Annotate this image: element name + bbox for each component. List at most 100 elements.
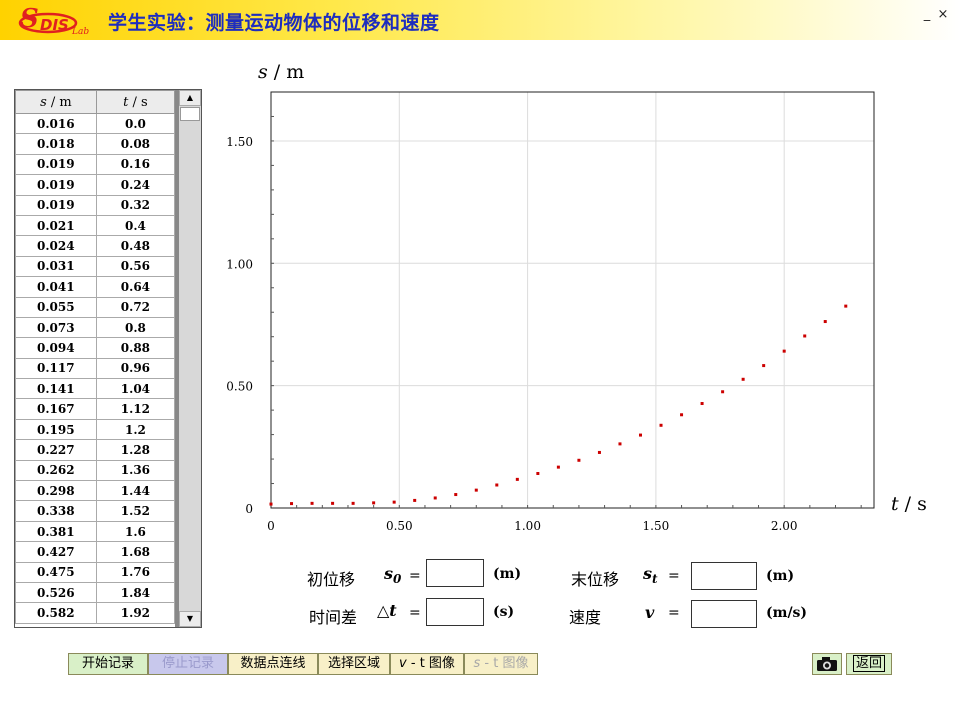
x-tick-label: 0 [267,519,275,533]
table-row: 0.021 0.4 [15,214,176,237]
vt-graph-button[interactable]: v - t 图像 [390,653,464,675]
st-graph-button[interactable]: s - t 图像 [464,653,538,675]
initial-displacement-input[interactable] [426,559,484,587]
data-point [495,483,499,487]
cell-s: 0.227 [15,439,97,461]
column-header-s: s / m [15,90,97,114]
cell-t: 1.76 [95,561,176,583]
cell-s: 0.031 [15,255,97,278]
connect-points-button[interactable]: 数据点连线 [228,653,318,675]
data-point [310,501,314,505]
final-displacement-input[interactable] [691,562,757,590]
data-point [372,501,376,505]
final-displacement-unit: (m) [766,568,795,584]
table-row: 0.195 1.2 [15,418,176,441]
data-point [433,496,437,500]
close-button[interactable]: × [937,7,949,22]
select-region-button[interactable]: 选择区域 [318,653,390,675]
camera-button[interactable] [812,653,842,675]
chart-minor-ticks [271,115,862,508]
cell-t: 1.36 [95,459,176,482]
table-row: 0.031 0.56 [15,255,176,278]
cell-t: 0.96 [95,357,176,380]
equals-sign: = [409,605,421,621]
app-title: 学生实验：测量运动物体的位移和速度 [108,12,440,34]
stop-recording-button[interactable]: 停止记录 [148,653,228,675]
table-header-row: s / m t / s [15,90,176,114]
speed-symbol: v [645,603,655,622]
data-point [392,500,396,504]
data-table-panel: s / m t / s 0.016 0.0 0.018 0.08 0.019 0.16 0.… [14,89,202,628]
data-point [721,390,725,394]
time-difference-symbol: △t [377,601,397,620]
final-displacement-label: 末位移 [571,570,620,589]
scroll-thumb[interactable] [180,107,200,121]
camera-icon [817,657,837,671]
y-axis-title: s / m [258,61,304,83]
data-point [577,458,581,462]
data-point [515,477,519,481]
table-row: 0.016 0.0 [15,112,176,135]
equals-sign: = [668,605,680,621]
data-point [556,465,560,469]
speed-unit: (m/s) [766,605,808,621]
cell-s: 0.019 [15,153,97,176]
table-row: 0.475 1.76 [15,561,176,583]
table-row: 0.526 1.84 [15,581,176,604]
time-difference-input[interactable] [426,598,484,626]
svg-text:S: S [20,4,39,34]
cell-t: 0.16 [95,153,176,176]
data-point [536,471,540,475]
y-tick-label: 1.00 [226,257,253,271]
data-point [700,402,704,406]
cell-t: 1.6 [95,520,176,543]
table-scrollbar[interactable]: ▲ ▼ [179,90,201,627]
equals-sign: = [668,568,680,584]
chart-tick-labels: 0 0.50 1.00 1.50 2.00 0 0.50 1.00 1.50 [226,135,797,533]
data-table: s / m t / s 0.016 0.0 0.018 0.08 0.019 0.16 0.… [15,90,176,624]
table-row: 0.582 1.92 [15,602,176,624]
svg-text:DIS: DIS [40,16,69,34]
y-tick-label: 0 [245,502,253,516]
cell-t: 1.84 [95,581,176,604]
cell-t: 1.92 [95,602,176,624]
cell-t: 0.0 [95,112,176,135]
speed-input[interactable] [691,600,757,628]
cell-s: 0.582 [15,602,97,624]
data-point [659,423,663,427]
table-row: 0.427 1.68 [15,541,176,563]
table-divider [175,90,179,627]
st-chart: 0 0.50 1.00 1.50 2.00 0 0.50 1.00 1.50 s / m t /… [226,61,927,533]
scroll-down-icon[interactable]: ▼ [179,611,201,627]
title-bar: S DIS Lab 学生实验：测量运动物体的位移和速度 _ × [0,0,960,40]
cell-t: 0.32 [95,194,176,216]
table-row: 0.055 0.72 [15,296,176,318]
x-axis-title: t / s [891,493,927,515]
data-point [638,433,642,437]
data-point [823,320,827,324]
time-difference-label: 时间差 [309,608,358,627]
initial-displacement-label: 初位移 [307,570,356,589]
data-point [597,450,601,454]
cell-s: 0.338 [15,500,97,522]
data-point [618,442,622,446]
x-tick-label: 1.50 [643,519,670,533]
equals-sign: = [409,568,421,584]
initial-displacement-unit: (m) [493,566,522,582]
data-point [331,501,335,505]
cell-s: 0.475 [15,561,97,583]
scroll-up-icon[interactable]: ▲ [179,90,201,106]
svg-text:Lab: Lab [71,27,89,37]
chart-grid [271,92,874,508]
cell-t: 0.08 [95,133,176,155]
cell-t: 1.44 [95,480,176,502]
data-point [290,502,294,506]
final-displacement-symbol: st [643,564,658,587]
minimize-button[interactable]: _ [923,7,931,22]
table-row: 0.073 0.8 [15,316,176,339]
start-recording-button[interactable]: 开始记录 [68,653,148,675]
back-button[interactable]: 返回 [846,653,892,675]
y-tick-label: 0.50 [226,380,253,394]
table-row: 0.167 1.12 [15,398,176,420]
plot-frame [270,91,875,509]
